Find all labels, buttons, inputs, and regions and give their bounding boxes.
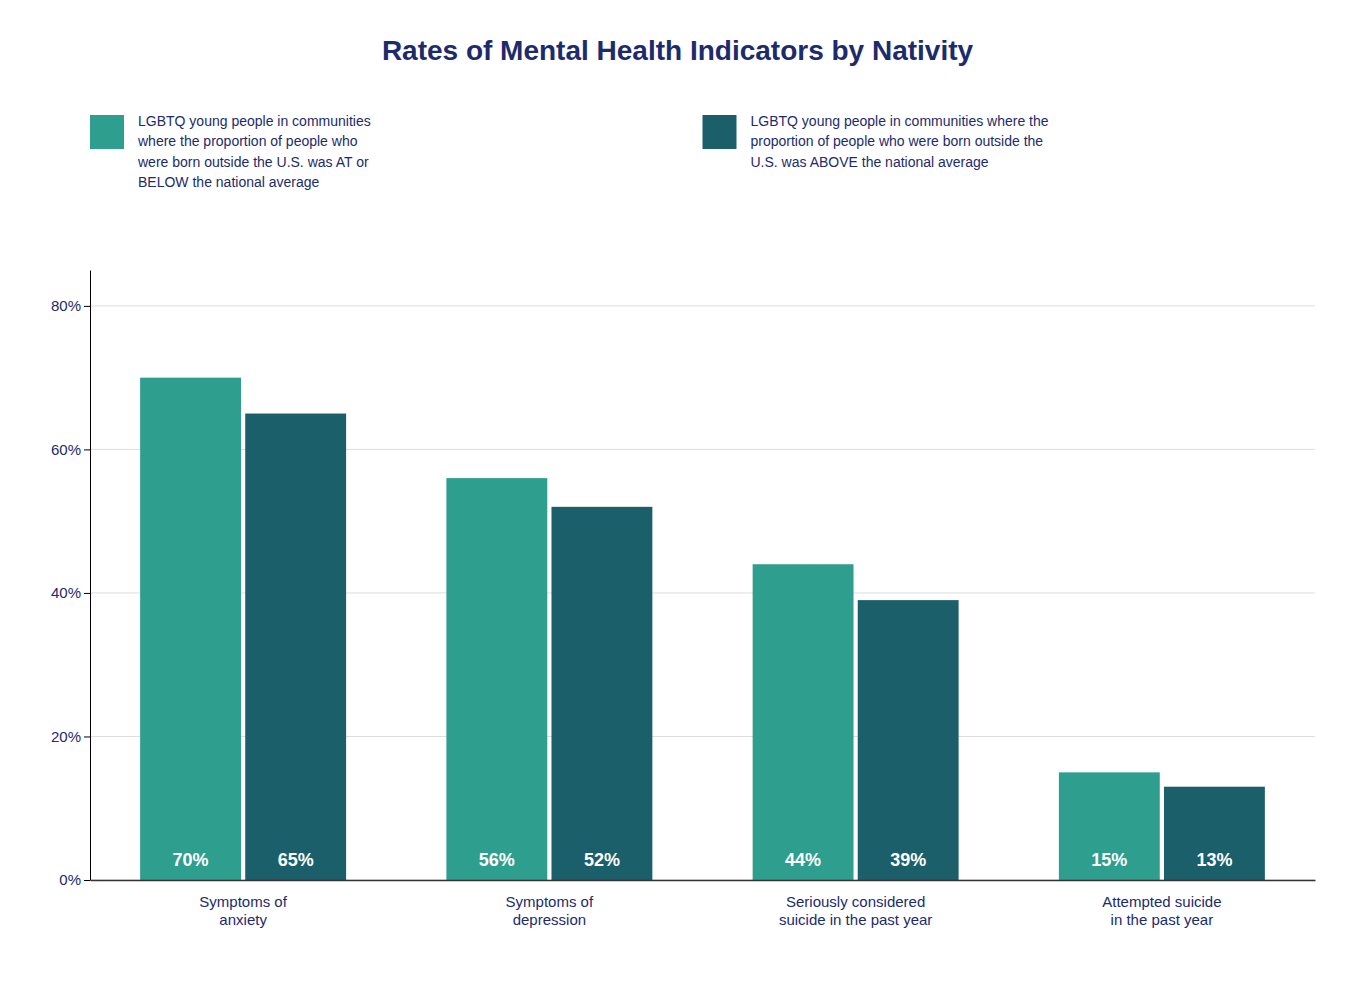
x-tick-label-line: Symptoms of: [199, 893, 287, 910]
legend-item: LGBTQ young people in communities where …: [703, 113, 1049, 170]
x-tick-label-line: Seriously considered: [786, 893, 925, 910]
x-tick: Symptoms ofanxiety: [199, 893, 287, 929]
y-tick: 20%: [51, 728, 90, 745]
bar-series: [245, 414, 1265, 880]
grid-line: [90, 305, 1315, 306]
legend: LGBTQ young people in communities where t…: [90, 113, 1049, 190]
x-tick-label-line: depression: [513, 911, 586, 928]
chart: Rates of Mental Health Indicators by Nat…: [0, 0, 1355, 990]
legend-label: LGBTQ young people in communities where …: [751, 113, 1049, 170]
data-label: 39%: [890, 850, 926, 870]
y-tick: 0%: [59, 871, 90, 888]
x-tick: Attempted suicidein the past year: [1102, 893, 1221, 929]
x-tick-label: Attempted suicidein the past year: [1102, 893, 1221, 929]
y-tick-label: 60%: [51, 441, 81, 458]
x-tick: Symptoms ofdepression: [506, 893, 594, 929]
title: Rates of Mental Health Indicators by Nat…: [382, 35, 974, 66]
data-label: 56%: [479, 850, 515, 870]
y-tick-mark: [84, 593, 90, 594]
legend-label-line: where the proportion of people who: [137, 133, 358, 149]
data-label: 15%: [1091, 850, 1127, 870]
legend-item: LGBTQ young people in communities where t…: [90, 113, 371, 190]
x-tick: Seriously consideredsuicide in the past …: [779, 893, 932, 929]
legend-label: LGBTQ young people in communities where t…: [137, 113, 371, 190]
legend-label-line: proportion of people who were born outsi…: [751, 133, 1044, 149]
y-axis: 0% 20% 40% 60% 80%: [51, 271, 91, 889]
x-tick-label-line: in the past year: [1111, 911, 1214, 928]
bar: [753, 564, 854, 880]
y-tick: 80%: [51, 297, 90, 314]
grid: [90, 306, 1315, 880]
legend-label-line: U.S. was ABOVE the national average: [751, 154, 989, 170]
y-axis-line: [90, 271, 91, 881]
y-tick-label: 40%: [51, 584, 81, 601]
legend-label-line: were born outside the U.S. was AT or: [137, 154, 369, 170]
bar: [858, 600, 959, 880]
data-labels: 70% 56% 44% 15% 65% 52% 39% 13%: [173, 850, 1233, 870]
y-tick-mark: [84, 449, 90, 450]
x-tick-label-line: suicide in the past year: [779, 911, 932, 928]
y-tick-mark: [84, 736, 90, 737]
legend-swatch: [90, 115, 124, 149]
x-tick-label: Seriously consideredsuicide in the past …: [779, 893, 932, 929]
x-tick-label: Symptoms ofanxiety: [199, 893, 287, 929]
y-tick-mark: [84, 306, 90, 307]
y-tick-label: 20%: [51, 728, 81, 745]
legend-label-line: LGBTQ young people in communities where …: [751, 113, 1049, 129]
bars: [140, 378, 1265, 880]
x-axis-line: [91, 880, 1316, 882]
x-tick-label: Symptoms ofdepression: [506, 893, 594, 929]
bar: [245, 414, 346, 880]
data-label: 52%: [584, 850, 620, 870]
data-label: 70%: [173, 850, 209, 870]
bar: [1164, 787, 1265, 880]
legend-label-line: LGBTQ young people in communities: [138, 113, 371, 129]
legend-swatch: [703, 115, 737, 149]
data-label: 13%: [1196, 850, 1232, 870]
bar: [446, 478, 547, 880]
x-axis: Symptoms ofanxietySymptoms ofdepressionS…: [91, 881, 1316, 929]
bar: [1059, 772, 1160, 880]
y-tick: 60%: [51, 441, 90, 458]
x-tick-label-line: anxiety: [219, 911, 267, 928]
y-tick: 40%: [51, 584, 90, 601]
y-tick-label: 0%: [59, 871, 81, 888]
x-tick-label-line: Symptoms of: [506, 893, 594, 910]
y-tick-mark: [84, 880, 90, 881]
bar-series: [140, 378, 1160, 880]
y-tick-label: 80%: [51, 297, 81, 314]
data-label: 44%: [785, 850, 821, 870]
legend-label-line: BELOW the national average: [138, 174, 320, 190]
bar: [140, 378, 241, 880]
bar: [551, 507, 652, 880]
x-tick-label-line: Attempted suicide: [1102, 893, 1221, 910]
data-label: 65%: [278, 850, 314, 870]
